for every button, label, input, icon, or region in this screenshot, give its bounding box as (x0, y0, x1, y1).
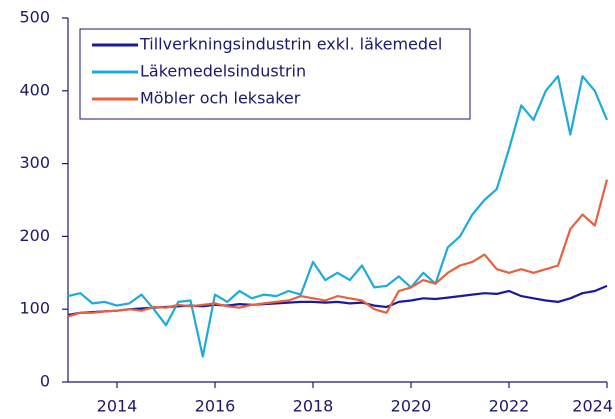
x-tick-label: 2022 (489, 397, 530, 416)
y-tick-label: 400 (19, 80, 50, 99)
x-tick-label: 2014 (97, 397, 138, 416)
x-tick-label: 2020 (391, 397, 432, 416)
legend-label: Möbler och leksaker (140, 89, 301, 108)
line (67, 284, 608, 317)
legend-box (79, 28, 471, 120)
line (67, 75, 609, 358)
y-tick-label: 200 (19, 226, 50, 245)
legend-label: Tillverkningsindustrin exkl. läkemedel (139, 35, 442, 54)
y-tick-label: 500 (19, 8, 50, 27)
y-tick-label: 300 (19, 153, 50, 172)
y-tick-label: 100 (19, 299, 50, 318)
legend-label: Läkemedelsindustrin (140, 62, 306, 81)
y-tick-label: 0 (40, 372, 50, 391)
x-tick-label: 2018 (293, 397, 334, 416)
x-tick-label: 2024 (572, 397, 613, 416)
line (67, 179, 609, 318)
x-tick-label: 2016 (195, 397, 236, 416)
